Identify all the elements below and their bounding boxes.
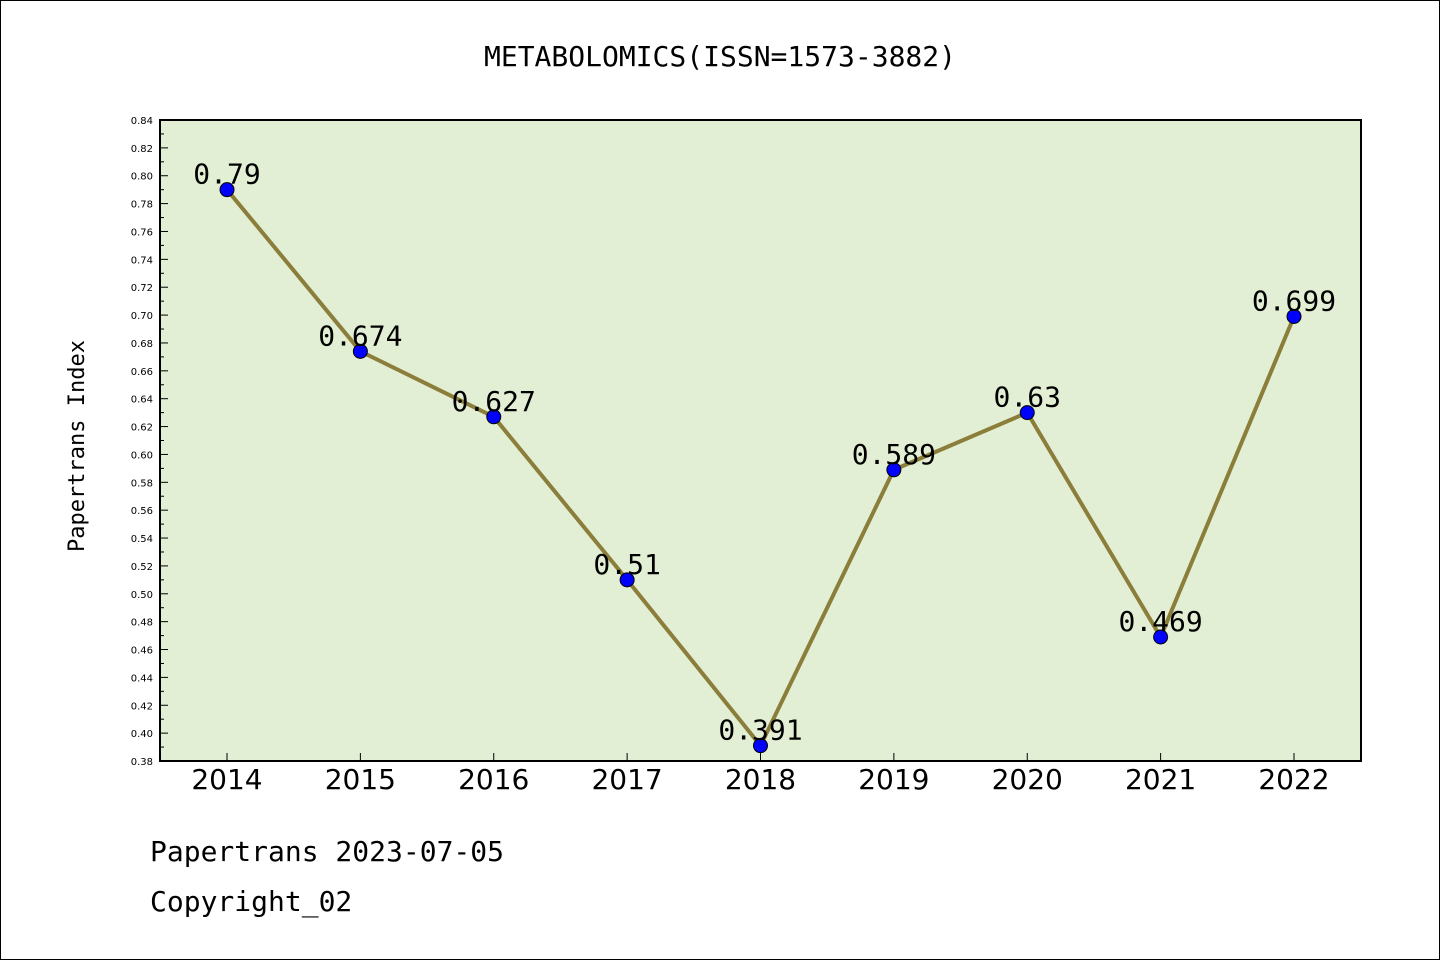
data-label: 0.391 xyxy=(718,714,802,747)
data-point xyxy=(1286,308,1302,324)
data-point xyxy=(219,182,235,198)
data-label: 0.63 xyxy=(994,381,1061,414)
y-tick-label: 0.58 xyxy=(131,478,153,489)
footer-copyright: Copyright_02 xyxy=(150,885,353,918)
chart-title: METABOLOMICS(ISSN=1573-3882) xyxy=(484,40,956,73)
data-point xyxy=(753,738,768,754)
data-point xyxy=(1153,629,1169,645)
data-point xyxy=(619,572,635,588)
y-tick-label: 0.50 xyxy=(131,590,153,601)
y-tick-label: 0.40 xyxy=(131,729,153,740)
y-tick-label: 0.52 xyxy=(131,562,153,573)
y-tick-label: 0.80 xyxy=(131,172,153,183)
x-axis-ticks: 2014 2015 2016 2017 2018 2019 2020 2021 2022 xyxy=(191,753,1330,796)
y-tick-label: 0.48 xyxy=(131,618,153,629)
y-axis-ticks: 0.38 0.40 0.42 0.44 0.46 0.48 0.50 0.52 0.54 0.56… xyxy=(131,116,168,768)
y-tick-label: 0.64 xyxy=(131,395,153,406)
y-tick-label: 0.74 xyxy=(131,255,153,266)
y-axis-label: Papertrans Index xyxy=(65,340,90,552)
x-tick-label: 2017 xyxy=(591,763,662,796)
x-tick-label: 2014 xyxy=(191,763,262,796)
y-tick-label: 0.60 xyxy=(131,450,153,461)
x-tick-label: 2020 xyxy=(992,763,1063,796)
data-label: 0.699 xyxy=(1252,284,1336,317)
y-tick-label: 0.68 xyxy=(131,339,153,350)
x-tick-label: 2019 xyxy=(858,763,929,796)
x-tick-label: 2016 xyxy=(458,763,529,796)
data-label: 0.79 xyxy=(193,158,260,191)
x-tick-label: 2018 xyxy=(725,763,796,796)
data-label: 0.469 xyxy=(1118,605,1202,638)
data-label: 0.627 xyxy=(452,385,536,418)
data-label: 0.589 xyxy=(852,438,936,471)
y-tick-label: 0.38 xyxy=(131,757,153,768)
data-labels: 0.79 0.674 0.627 0.51 0.391 0.589 0.63 0.469 0.6… xyxy=(193,158,1336,747)
footer-date: Papertrans 2023-07-05 xyxy=(150,835,505,868)
x-tick-label: 2021 xyxy=(1125,763,1196,796)
y-tick-label: 0.56 xyxy=(131,506,153,517)
y-tick-label: 0.84 xyxy=(131,116,153,127)
y-tick-label: 0.78 xyxy=(131,200,153,211)
plot-area xyxy=(159,119,1362,762)
y-tick-label: 0.54 xyxy=(131,534,153,545)
x-tick-label: 2022 xyxy=(1258,763,1329,796)
data-point xyxy=(352,343,368,359)
data-point xyxy=(886,462,902,478)
data-point xyxy=(1019,405,1035,421)
y-tick-label: 0.62 xyxy=(131,423,153,434)
y-tick-label: 0.44 xyxy=(131,673,153,684)
y-tick-label: 0.66 xyxy=(131,367,153,378)
series-markers xyxy=(219,182,1302,754)
y-tick-label: 0.72 xyxy=(131,283,153,294)
y-tick-label: 0.46 xyxy=(131,646,153,657)
data-point xyxy=(486,409,502,425)
data-label: 0.674 xyxy=(318,319,402,352)
data-label: 0.51 xyxy=(593,548,660,581)
y-tick-label: 0.76 xyxy=(131,227,153,238)
y-tick-label: 0.42 xyxy=(131,701,153,712)
x-tick-label: 2015 xyxy=(325,763,396,796)
y-tick-label: 0.82 xyxy=(131,144,153,155)
y-tick-label: 0.70 xyxy=(131,311,153,322)
